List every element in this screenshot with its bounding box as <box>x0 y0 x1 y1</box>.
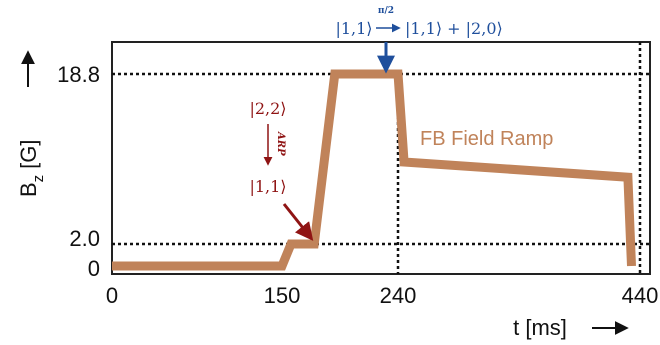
y-tick-labels: 0 2.0 18.8 <box>57 62 100 281</box>
arp-state-bottom: |1,1⟩ <box>249 177 286 196</box>
x-axis-label-text: t [ms] <box>513 315 567 340</box>
x-tick-label-440: 440 <box>622 283 659 308</box>
series-line-fb-field-ramp <box>112 69 636 271</box>
arp-pointer-arrow <box>282 203 314 241</box>
reference-lines <box>112 42 650 274</box>
y-tick-label-18-8: 18.8 <box>57 62 100 87</box>
series-label-fb-field-ramp: FB Field Ramp <box>420 128 553 150</box>
arp-label: ARP <box>275 131 286 156</box>
arp-annotation: |2,2⟩ ARP |1,1⟩ <box>249 99 314 241</box>
x-tick-labels: 0 150 240 440 <box>106 283 658 308</box>
y-axis-label: Bz[G] <box>16 50 47 197</box>
pulse-state-left: |1,1⟩ <box>335 19 372 38</box>
arp-state-top: |2,2⟩ <box>249 99 286 118</box>
y-tick-label-0: 0 <box>88 256 100 281</box>
pulse-over-label: π/2 <box>378 6 394 16</box>
x-axis-label: t [ms] <box>513 315 629 340</box>
x-tick-label-150: 150 <box>264 283 301 308</box>
y-axis-label-text: Bz[G] <box>16 139 47 197</box>
plot-frame <box>111 41 651 275</box>
pulse-annotation: |1,1⟩ π/2 |1,1⟩ + |2,0⟩ <box>335 6 503 74</box>
pulse-state-right: |1,1⟩ + |2,0⟩ <box>405 19 503 38</box>
y-axis-label-subscript: z <box>30 175 47 183</box>
y-tick-label-2: 2.0 <box>69 226 100 251</box>
x-tick-label-240: 240 <box>380 283 417 308</box>
x-tick-label-0: 0 <box>106 283 118 308</box>
